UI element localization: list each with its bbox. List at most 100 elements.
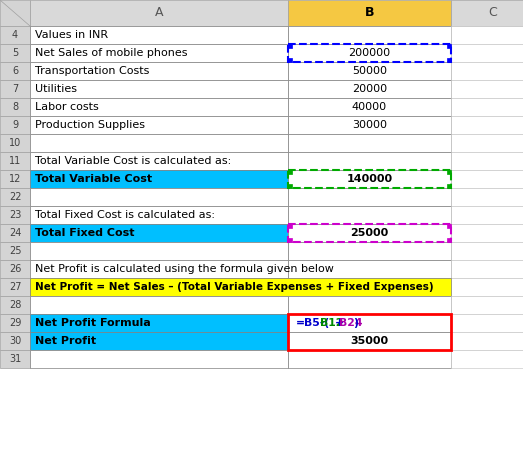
Bar [288,332,451,350]
Bar [30,98,288,116]
Bar [30,278,288,296]
Bar [451,62,523,80]
Bar [288,350,451,368]
Text: =B5-(: =B5-( [296,318,330,328]
Text: Utilities: Utilities [35,84,77,94]
Bar [288,116,451,134]
Text: Total Fixed Cost: Total Fixed Cost [35,228,134,238]
Text: Total Variable Cost is calculated as:: Total Variable Cost is calculated as: [35,156,231,166]
Bar [447,224,451,228]
Bar [288,238,292,242]
Bar [288,44,292,48]
Bar [288,314,451,350]
Bar [0,152,30,170]
Bar [451,350,523,368]
Bar [0,332,30,350]
Bar [288,44,451,62]
Bar [30,242,288,260]
Text: 10: 10 [9,138,21,148]
Text: Net Sales of mobile phones: Net Sales of mobile phones [35,48,188,58]
Text: Total Variable Cost: Total Variable Cost [35,174,152,184]
Bar [451,44,523,62]
Bar [288,206,451,224]
Text: 140000: 140000 [346,174,393,184]
Text: +: + [334,318,344,328]
Bar [288,314,451,332]
Bar [288,0,451,26]
Text: 20000: 20000 [352,84,387,94]
Bar [30,206,288,224]
Bar [447,170,451,174]
Text: 11: 11 [9,156,21,166]
Text: Net Profit: Net Profit [35,336,96,346]
Bar [451,296,523,314]
Bar [30,116,288,134]
Bar [288,188,451,206]
Bar [0,0,30,26]
Text: Total Fixed Cost is calculated as:: Total Fixed Cost is calculated as: [35,210,215,220]
Bar [30,152,288,170]
Text: B: B [365,6,374,19]
Bar [288,260,451,278]
Bar [288,224,292,228]
Text: 8: 8 [12,102,18,112]
Bar [451,152,523,170]
Bar [447,44,451,48]
Text: 200000: 200000 [348,48,391,58]
Text: 31: 31 [9,354,21,364]
Bar [288,98,451,116]
Bar [447,238,451,242]
Text: 35000: 35000 [350,336,389,346]
Bar [451,134,523,152]
Bar [288,58,292,62]
Bar [288,184,292,188]
Text: 26: 26 [9,264,21,274]
Bar [451,260,523,278]
Bar [288,62,451,80]
Bar [30,170,288,188]
Bar [288,170,451,188]
Bar [451,0,523,26]
Bar [451,116,523,134]
Bar [288,296,451,314]
Text: 5: 5 [12,48,18,58]
Bar [0,314,30,332]
Bar [288,152,451,170]
Text: 7: 7 [12,84,18,94]
Text: 25000: 25000 [350,228,389,238]
Text: 27: 27 [9,282,21,292]
Bar [288,224,451,242]
Bar [451,206,523,224]
Bar [451,170,523,188]
Bar [288,134,451,152]
Text: 40000: 40000 [352,102,387,112]
Bar [30,314,288,332]
Text: 30: 30 [9,336,21,346]
Text: Production Supplies: Production Supplies [35,120,145,130]
Text: Net Profit Formula: Net Profit Formula [35,318,151,328]
Bar [30,188,288,206]
Bar [0,26,30,44]
Bar [30,44,288,62]
Text: 4: 4 [12,30,18,40]
Bar [451,332,523,350]
Bar [0,170,30,188]
Text: 6: 6 [12,66,18,76]
Text: Transportation Costs: Transportation Costs [35,66,150,76]
Bar [288,224,451,242]
Bar [0,278,30,296]
Bar [0,260,30,278]
Bar [0,116,30,134]
Bar [30,0,288,26]
Bar [451,98,523,116]
Bar [451,188,523,206]
Bar [30,260,288,278]
Bar [30,296,288,314]
Text: 12: 12 [9,174,21,184]
Text: 9: 9 [12,120,18,130]
Text: ): ) [354,318,358,328]
Bar [0,98,30,116]
Bar [447,184,451,188]
Bar [30,224,288,242]
Text: Values in INR: Values in INR [35,30,108,40]
